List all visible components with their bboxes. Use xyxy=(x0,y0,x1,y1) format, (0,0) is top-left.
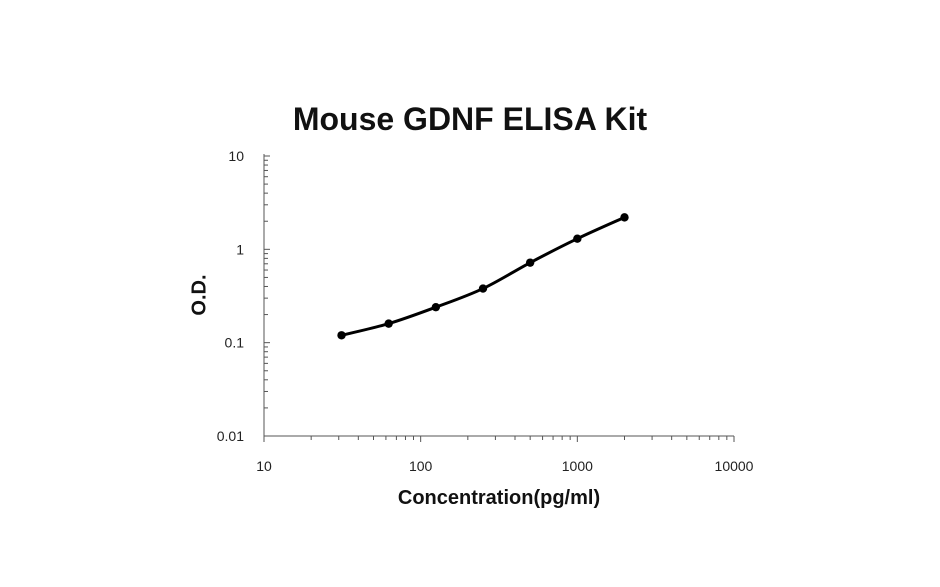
data-point xyxy=(573,234,582,243)
data-point xyxy=(431,302,441,312)
x-tick-label: 1000 xyxy=(562,458,593,474)
x-tick-label: 10000 xyxy=(715,458,754,474)
x-tick-label: 10 xyxy=(256,458,272,474)
y-tick-label: 10 xyxy=(228,148,244,164)
tick-labels: 10 100 1000 10000 0.01 0.1 1 10 xyxy=(217,148,754,474)
data-point xyxy=(620,213,629,222)
data-point xyxy=(525,258,535,267)
series-line xyxy=(340,215,626,337)
x-axis-label: Concentration(pg/ml) xyxy=(397,487,601,509)
x-tick-label: 100 xyxy=(409,458,433,474)
y-tick-label: 0.1 xyxy=(225,335,245,351)
data-point xyxy=(384,319,393,328)
data-point xyxy=(337,331,346,340)
y-tick-label: 0.01 xyxy=(217,428,244,444)
y-tick-label: 1 xyxy=(236,241,244,257)
series-layer xyxy=(337,213,629,340)
chart-title: Mouse GDNF ELISA Kit xyxy=(292,101,648,137)
data-point xyxy=(478,284,488,293)
axes xyxy=(263,154,735,442)
